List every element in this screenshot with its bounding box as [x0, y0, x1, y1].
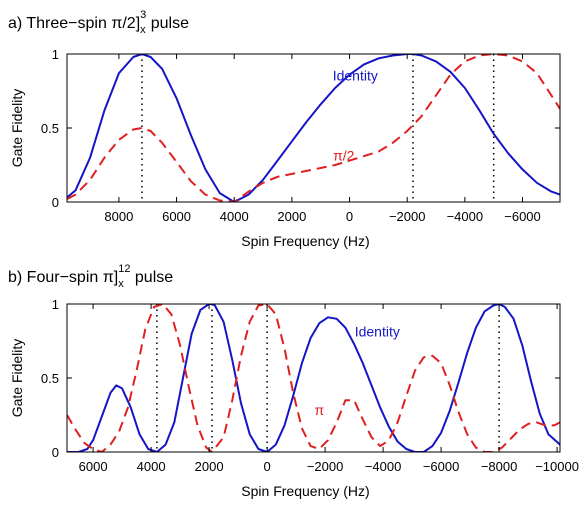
x-tick-label: −4000	[447, 209, 484, 224]
y-tick-label: 1	[52, 47, 59, 62]
identity-label: Identity	[333, 68, 378, 84]
x-axis-label: Spin Frequency (Hz)	[241, 483, 369, 499]
title-superscript: 3	[140, 9, 146, 21]
x-tick-label: 6000	[162, 209, 191, 224]
title-subscript: x	[140, 24, 146, 36]
panel-a: a) Three−spin π/2]x 3 pulse 8000 6000 4000 20…	[8, 9, 561, 249]
panel-title-a: a) Three−spin π/2]x 3 pulse	[8, 9, 189, 36]
x-tick-label: 0	[346, 209, 353, 224]
x-tick-label: −2000	[389, 209, 426, 224]
series-line-pulse	[67, 304, 560, 452]
y-tick-label: 0	[52, 195, 59, 210]
y-tick-label: 0.5	[41, 121, 59, 136]
x-tick-label: −2000	[307, 459, 344, 474]
y-tick-label: 1	[52, 297, 59, 312]
axes-frame	[66, 303, 561, 453]
x-tick-label: −6000	[504, 209, 541, 224]
pulse-label: π/2	[333, 148, 355, 164]
y-tick-label: 0.5	[41, 371, 59, 386]
x-tick-label: 0	[263, 459, 270, 474]
y-tick-label: 0	[52, 445, 59, 460]
title-subscript: x	[118, 278, 124, 290]
pulse-label: π	[314, 402, 324, 418]
title-main: a) Three−spin π/2]	[8, 15, 140, 32]
x-tick-label: 4000	[220, 209, 249, 224]
series-line-identity	[67, 304, 560, 452]
x-tick-label: 6000	[79, 459, 108, 474]
x-tick-label: −10000	[535, 459, 579, 474]
x-tick-label: 2000	[195, 459, 224, 474]
x-tick-label: −8000	[481, 459, 518, 474]
series-line-pulse	[67, 54, 560, 202]
y-axis-label: Gate Fidelity	[9, 339, 25, 418]
title-suffix: pulse	[130, 269, 173, 286]
x-axis-label: Spin Frequency (Hz)	[241, 233, 369, 249]
x-tick-label: 4000	[137, 459, 166, 474]
x-tick-label: 2000	[277, 209, 306, 224]
x-tick-label: −6000	[423, 459, 460, 474]
identity-label: Identity	[355, 324, 400, 340]
title-superscript: 12	[118, 263, 130, 275]
x-tick-label: 8000	[104, 209, 133, 224]
y-axis-label: Gate Fidelity	[9, 89, 25, 168]
panel-title-b: b) Four−spin π]x 12 pulse	[8, 263, 173, 290]
x-tick-label: −4000	[365, 459, 402, 474]
panel-b: b) Four−spin π]x 12 pulse 6000 4000 2000 0 −20…	[8, 263, 579, 499]
title-suffix: pulse	[146, 15, 189, 32]
title-main: b) Four−spin π]	[8, 269, 118, 286]
